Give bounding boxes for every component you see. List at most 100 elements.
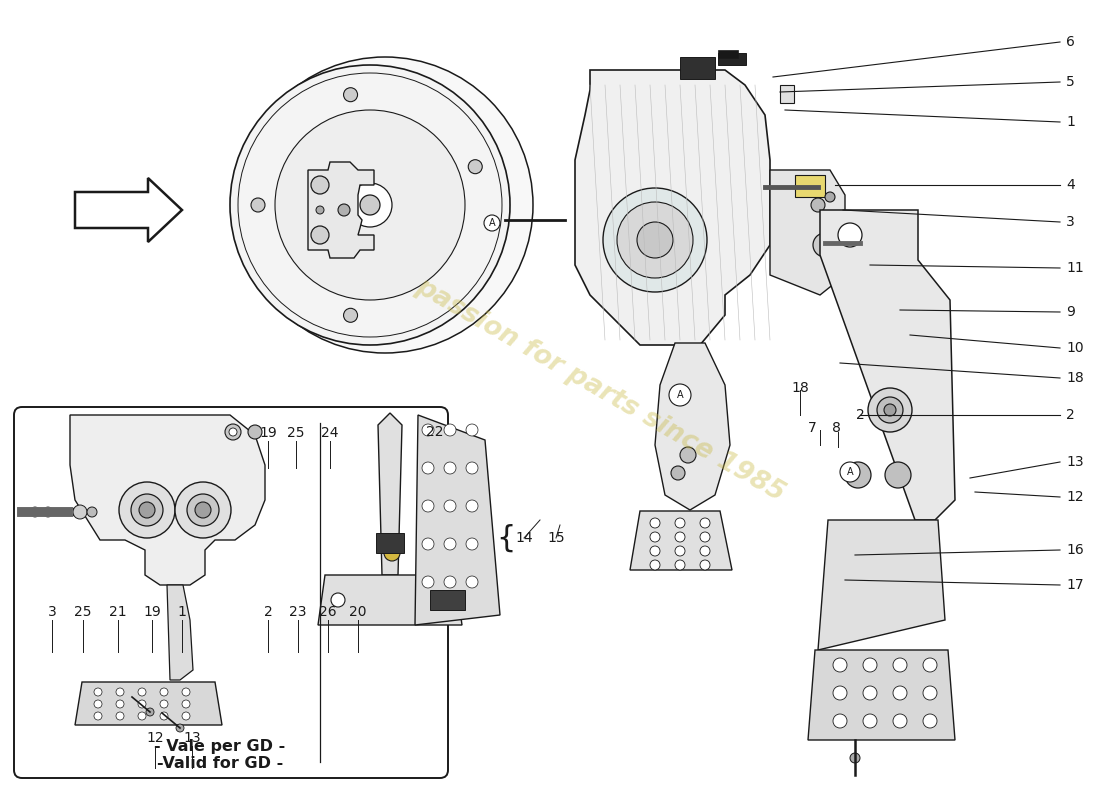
Circle shape	[360, 195, 379, 215]
Circle shape	[187, 494, 219, 526]
Circle shape	[68, 508, 76, 516]
Polygon shape	[378, 413, 402, 575]
Circle shape	[195, 502, 211, 518]
Text: 15: 15	[547, 531, 564, 545]
Text: A: A	[676, 390, 683, 400]
Polygon shape	[818, 520, 945, 650]
Circle shape	[138, 700, 146, 708]
Circle shape	[146, 708, 154, 716]
Bar	[795, 175, 825, 197]
Circle shape	[868, 388, 912, 432]
Circle shape	[845, 462, 871, 488]
Text: 16: 16	[1066, 543, 1083, 557]
Circle shape	[675, 518, 685, 528]
Circle shape	[73, 505, 87, 519]
Text: 13: 13	[1066, 455, 1083, 469]
Circle shape	[811, 198, 825, 212]
Circle shape	[671, 466, 685, 480]
Circle shape	[175, 482, 231, 538]
Circle shape	[444, 538, 456, 550]
Bar	[376, 533, 404, 553]
Circle shape	[813, 233, 837, 257]
Circle shape	[348, 183, 392, 227]
Circle shape	[700, 560, 710, 570]
Circle shape	[675, 560, 685, 570]
Text: 1: 1	[177, 605, 186, 619]
Text: 9: 9	[1066, 305, 1075, 319]
Circle shape	[444, 462, 456, 474]
Circle shape	[94, 688, 102, 696]
Circle shape	[484, 215, 500, 231]
Circle shape	[466, 424, 478, 436]
Text: 1: 1	[1066, 115, 1075, 129]
Text: 18: 18	[791, 381, 808, 395]
Polygon shape	[415, 415, 500, 625]
Circle shape	[884, 404, 896, 416]
Circle shape	[893, 686, 907, 700]
Text: 2: 2	[264, 605, 273, 619]
Circle shape	[182, 712, 190, 720]
Circle shape	[343, 88, 358, 102]
Circle shape	[116, 688, 124, 696]
Circle shape	[680, 447, 696, 463]
Circle shape	[422, 538, 435, 550]
Circle shape	[877, 397, 903, 423]
Circle shape	[230, 65, 510, 345]
Text: 4: 4	[1066, 178, 1075, 192]
Circle shape	[650, 518, 660, 528]
Circle shape	[923, 658, 937, 672]
Circle shape	[338, 204, 350, 216]
Polygon shape	[75, 178, 182, 242]
Text: passion for parts since 1985: passion for parts since 1985	[411, 274, 789, 506]
Circle shape	[833, 686, 847, 700]
Circle shape	[229, 428, 236, 436]
Circle shape	[923, 686, 937, 700]
Text: 25: 25	[287, 426, 305, 440]
Bar	[718, 50, 738, 58]
Circle shape	[176, 724, 184, 732]
Circle shape	[700, 546, 710, 556]
Polygon shape	[630, 511, 732, 570]
Circle shape	[850, 753, 860, 763]
Text: 8: 8	[832, 421, 840, 435]
Circle shape	[864, 686, 877, 700]
Circle shape	[248, 425, 262, 439]
Text: 2: 2	[1066, 408, 1075, 422]
Circle shape	[840, 462, 860, 482]
Bar	[780, 85, 794, 103]
Circle shape	[675, 532, 685, 542]
Circle shape	[434, 593, 449, 607]
Text: 3: 3	[1066, 215, 1075, 229]
Circle shape	[331, 593, 345, 607]
Text: 24: 24	[321, 426, 339, 440]
Bar	[430, 590, 465, 610]
Text: - Vale per GD -
-Valid for GD -: - Vale per GD - -Valid for GD -	[154, 739, 286, 771]
Circle shape	[650, 532, 660, 542]
Text: 22: 22	[427, 425, 443, 439]
Circle shape	[87, 507, 97, 517]
Circle shape	[160, 688, 168, 696]
Text: 25: 25	[75, 605, 91, 619]
Polygon shape	[318, 575, 462, 625]
Circle shape	[116, 700, 124, 708]
Circle shape	[311, 226, 329, 244]
Text: 17: 17	[1066, 578, 1083, 592]
Circle shape	[838, 223, 862, 247]
Text: 5: 5	[1066, 75, 1075, 89]
Polygon shape	[75, 682, 222, 725]
Text: 19: 19	[260, 426, 277, 440]
Circle shape	[182, 700, 190, 708]
Circle shape	[384, 545, 400, 561]
Circle shape	[864, 714, 877, 728]
Polygon shape	[575, 70, 770, 345]
Polygon shape	[308, 162, 374, 258]
Circle shape	[160, 712, 168, 720]
Circle shape	[138, 688, 146, 696]
Circle shape	[131, 494, 163, 526]
Circle shape	[444, 500, 456, 512]
Circle shape	[700, 532, 710, 542]
Circle shape	[236, 57, 534, 353]
Circle shape	[466, 576, 478, 588]
Circle shape	[275, 110, 465, 300]
Text: 18: 18	[1066, 371, 1083, 385]
